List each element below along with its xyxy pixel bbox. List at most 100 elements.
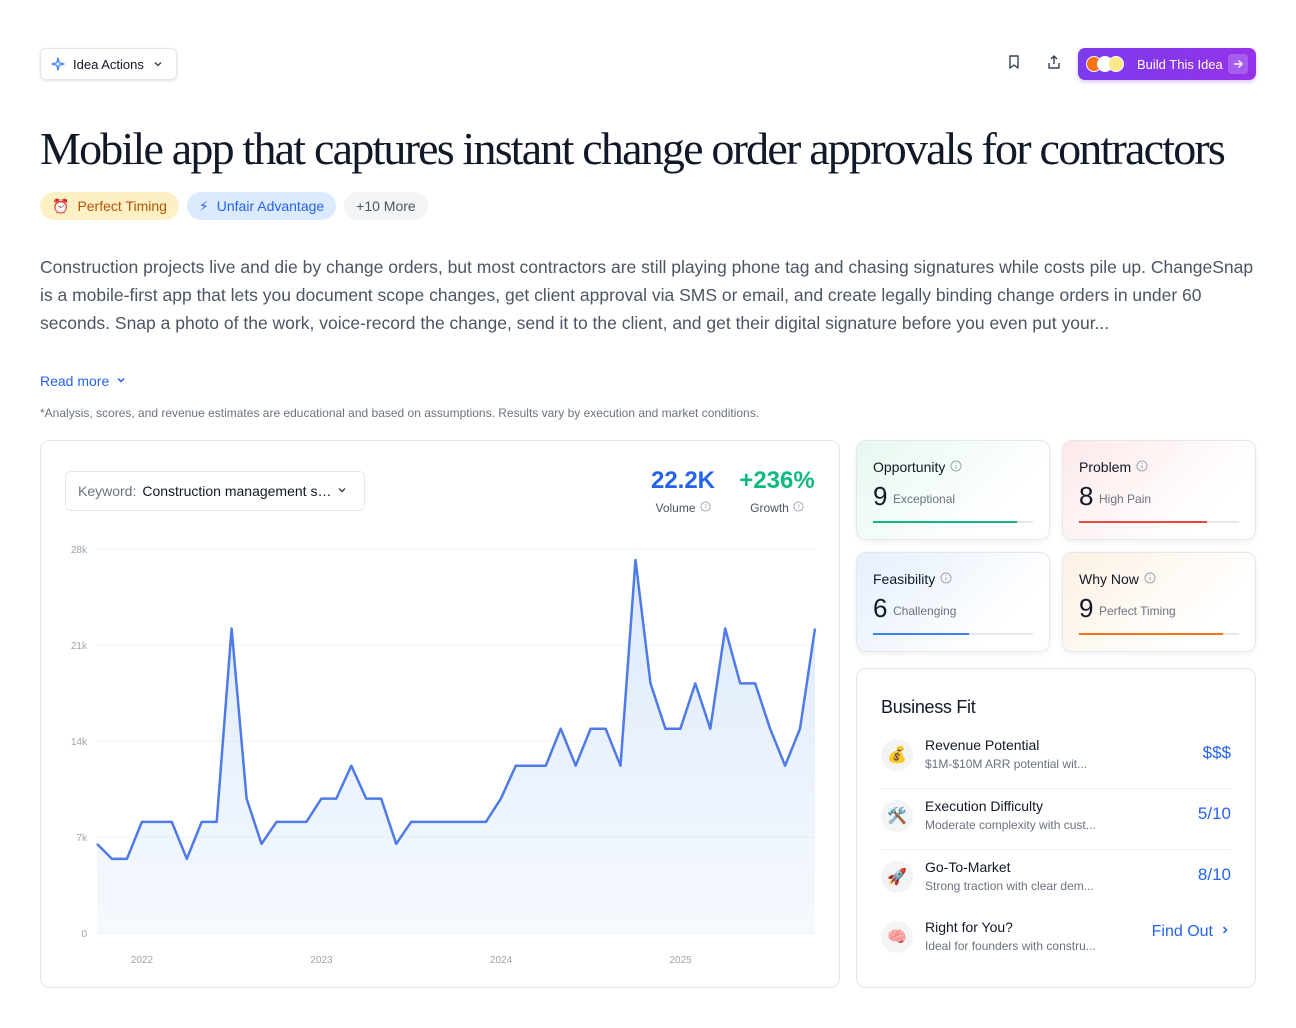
brain-icon: 🧠 <box>881 921 913 953</box>
help-icon[interactable]: ? <box>793 501 804 515</box>
bookmark-button[interactable] <box>1002 52 1026 76</box>
y-tick-label: 21k <box>71 641 88 652</box>
svg-text:?: ? <box>703 503 706 511</box>
row-label: Revenue Potential <box>925 737 1040 753</box>
sparkle-icon <box>51 57 65 71</box>
info-icon[interactable] <box>1136 459 1148 475</box>
page-title: Mobile app that captures instant change … <box>40 123 1226 174</box>
rocket-icon: 🚀 <box>881 861 913 893</box>
chevron-down-icon <box>336 483 348 499</box>
row-subtext: Ideal for founders with constru... <box>925 939 1096 953</box>
partner-logos <box>1086 56 1124 72</box>
why-now-card[interactable]: Why Now 9 Perfect Timing <box>1062 552 1256 652</box>
svg-text:?: ? <box>797 503 800 511</box>
growth-label-row: Growth ? <box>733 501 821 515</box>
x-tick-label: 2023 <box>310 955 333 966</box>
tag-perfect-timing[interactable]: ⏰ Perfect Timing <box>40 192 179 220</box>
opportunity-score: 9 <box>873 481 888 511</box>
logo-icon <box>1108 56 1124 72</box>
chevron-down-icon <box>152 58 164 70</box>
keyword-select[interactable]: Keyword: Construction management softwar… <box>65 471 365 511</box>
x-tick-label: 2024 <box>490 955 513 966</box>
volume-label-row: Volume ? <box>641 501 725 515</box>
growth-stat: +236% Growth ? <box>733 467 821 515</box>
chevron-right-icon <box>1219 923 1231 941</box>
build-this-idea-button[interactable]: Build This Idea <box>1078 48 1256 80</box>
top-toolbar: Idea Actions Build This Idea <box>40 48 1256 80</box>
row-subtext: $1M-$10M ARR potential wit... <box>925 757 1088 771</box>
trend-chart-card: Keyword: Construction management softwar… <box>40 440 840 988</box>
revenue-potential-row[interactable]: 💰 Revenue Potential $1M-$10M ARR potenti… <box>881 733 1231 789</box>
build-label: Build This Idea <box>1137 56 1223 72</box>
why-now-score: 9 <box>1079 593 1094 623</box>
row-subtext: Moderate complexity with cust... <box>925 818 1096 832</box>
feasibility-card[interactable]: Feasibility 6 Challenging <box>856 552 1050 652</box>
problem-title-row: Problem <box>1079 459 1148 475</box>
info-icon[interactable] <box>940 571 952 587</box>
opportunity-card[interactable]: Opportunity 9 Exceptional <box>856 440 1050 540</box>
problem-card[interactable]: Problem 8 High Pain <box>1062 440 1256 540</box>
idea-actions-label: Idea Actions <box>73 56 144 72</box>
lightning-icon: ⚡ <box>198 197 209 214</box>
row-label: Right for You? <box>925 919 1013 935</box>
problem-desc: High Pain <box>1099 492 1152 506</box>
find-out-link[interactable]: Find Out <box>1152 923 1231 941</box>
volume-stat: 22.2K Volume ? <box>641 467 725 515</box>
read-more-label: Read more <box>40 373 110 389</box>
execution-difficulty-row[interactable]: 🛠️ Execution Difficulty Moderate complex… <box>881 794 1231 850</box>
row-subtext: Strong traction with clear dem... <box>925 879 1094 893</box>
why-now-title-row: Why Now <box>1079 571 1156 587</box>
growth-label: Growth <box>750 501 789 515</box>
info-icon[interactable] <box>1144 571 1156 587</box>
tag-list: ⏰ Perfect Timing ⚡ Unfair Advantage +10 … <box>40 192 428 220</box>
share-button[interactable] <box>1042 52 1066 76</box>
why-now-progress-fill <box>1079 633 1223 635</box>
chevron-down-icon <box>115 373 127 389</box>
bookmark-icon <box>1006 54 1022 75</box>
growth-value: +236% <box>739 467 815 494</box>
y-tick-label: 0 <box>81 929 87 940</box>
feasibility-progress-track <box>873 633 1033 635</box>
series-line <box>96 558 817 861</box>
row-value: 8/10 <box>1197 865 1231 884</box>
keyword-label: Keyword: <box>78 483 137 499</box>
y-tick-label: 28k <box>71 545 88 556</box>
right-for-you-row: 🧠 Right for You? Ideal for founders with… <box>881 915 1231 971</box>
y-tick-label: 14k <box>71 737 88 748</box>
y-tick-label: 7k <box>76 833 88 844</box>
go-to-market-row[interactable]: 🚀 Go-To-Market Strong traction with clea… <box>881 855 1231 911</box>
problem-score: 8 <box>1079 481 1094 511</box>
feasibility-score: 6 <box>873 593 888 623</box>
opportunity-desc: Exceptional <box>893 492 956 506</box>
tag-unfair-advantage[interactable]: ⚡ Unfair Advantage <box>186 192 337 220</box>
series-area <box>97 560 815 933</box>
opportunity-title: Opportunity <box>873 459 946 475</box>
feasibility-desc: Challenging <box>893 604 957 618</box>
idea-description: Construction projects live and die by ch… <box>40 257 1254 333</box>
volume-label: Volume <box>655 501 696 515</box>
row-value: 5/10 <box>1197 804 1231 823</box>
tag-label: +10 More <box>356 198 416 214</box>
tools-icon: 🛠️ <box>881 800 913 832</box>
feasibility-title-row: Feasibility <box>873 571 952 587</box>
problem-progress-fill <box>1079 521 1207 523</box>
find-out-label: Find Out <box>1151 923 1213 940</box>
x-tick-label: 2022 <box>131 955 154 966</box>
money-bag-icon: 💰 <box>881 739 913 771</box>
problem-title: Problem <box>1079 459 1132 475</box>
volume-value: 22.2K <box>650 467 716 494</box>
read-more-link[interactable]: Read more <box>40 373 127 389</box>
feasibility-progress-fill <box>873 633 969 635</box>
trend-chart: 0 7k 14k 21k 28k 2022 2023 2024 2025 <box>71 545 817 966</box>
row-label: Execution Difficulty <box>925 798 1044 814</box>
idea-actions-button[interactable]: Idea Actions <box>40 48 177 80</box>
feasibility-title: Feasibility <box>873 571 936 587</box>
disclaimer: *Analysis, scores, and revenue estimates… <box>40 406 760 420</box>
help-icon[interactable]: ? <box>699 501 711 515</box>
opportunity-title-row: Opportunity <box>873 459 962 475</box>
row-label: Go-To-Market <box>925 859 1011 875</box>
alarm-clock-icon: ⏰ <box>52 197 70 214</box>
arrow-right-icon <box>1228 54 1248 74</box>
tag-more[interactable]: +10 More <box>344 192 428 220</box>
info-icon[interactable] <box>950 459 962 475</box>
